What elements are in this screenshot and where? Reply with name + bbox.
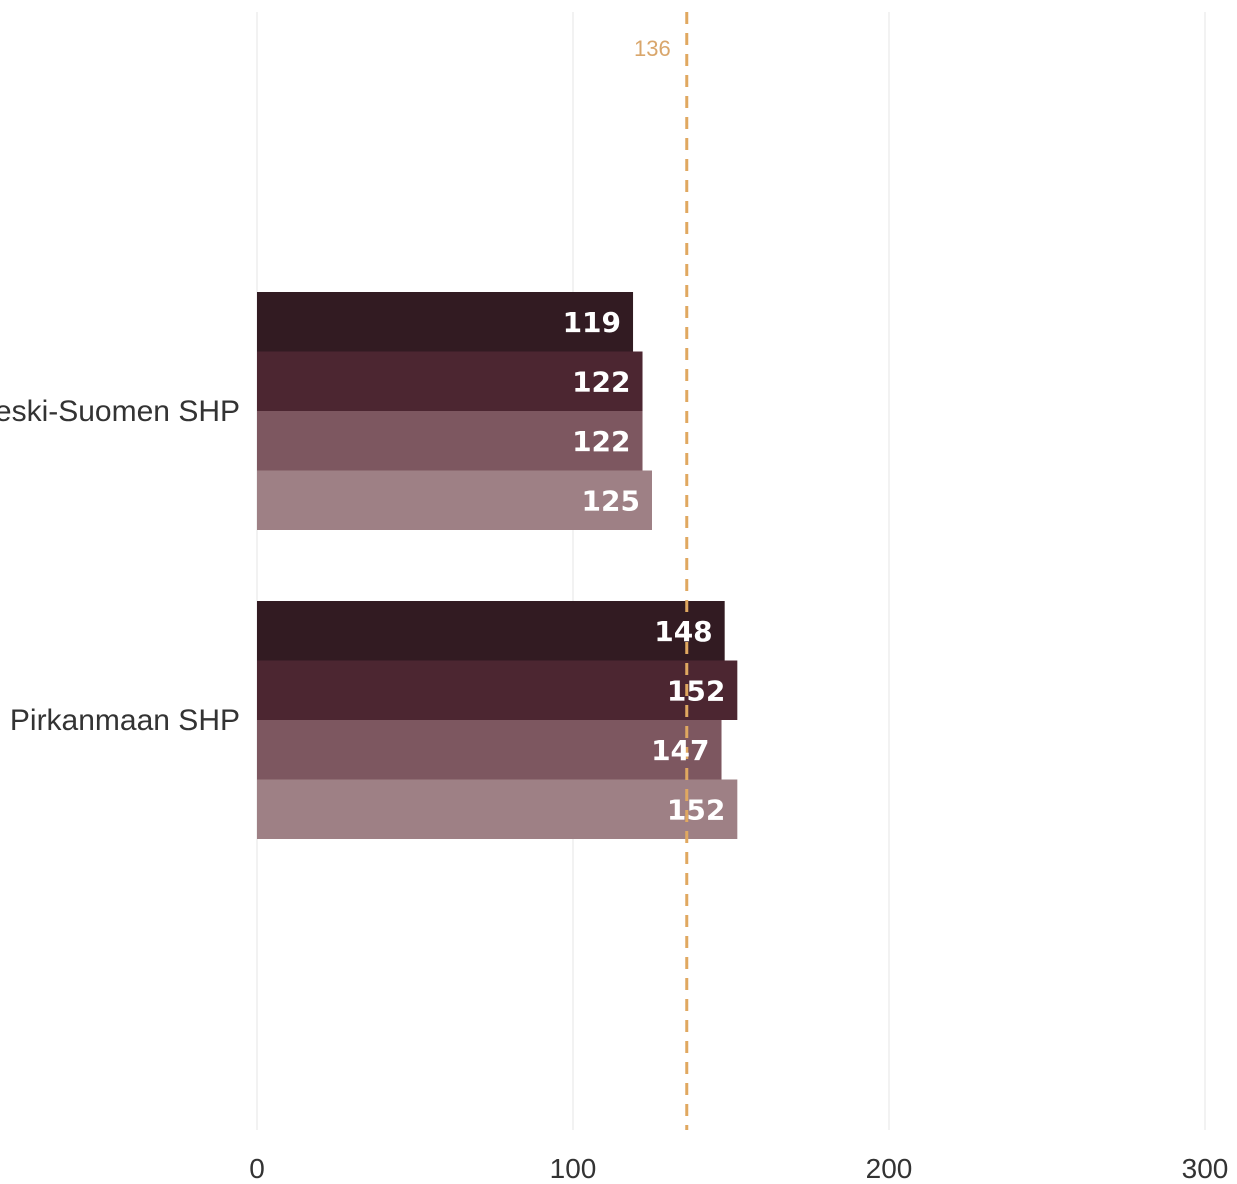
x-tick-label-300: 300 [1182, 1153, 1229, 1184]
category-labels: Keski-Suomen SHP Pirkanmaan SHP [0, 395, 240, 737]
bar-1-3 [257, 779, 738, 839]
data-label-1-1: 152 [667, 674, 725, 707]
x-axis-ticks: 0 100 200 300 [249, 1153, 1228, 1184]
data-label-0-2: 122 [572, 425, 630, 458]
bar-1-2 [257, 720, 722, 780]
gridlines [256, 12, 1206, 1130]
x-tick-label-0: 0 [249, 1153, 265, 1184]
data-label-1-0: 148 [654, 615, 712, 648]
bars [257, 292, 738, 839]
reference-line-group: 136 [634, 12, 689, 1130]
data-label-1-3: 152 [667, 793, 725, 826]
bar-0-1 [257, 351, 643, 411]
x-tick-label-200: 200 [866, 1153, 913, 1184]
bar-1-1 [257, 660, 738, 720]
x-tick-label-100: 100 [550, 1153, 597, 1184]
data-label-0-1: 122 [572, 365, 630, 398]
category-label-0: Keski-Suomen SHP [0, 395, 240, 428]
bar-0-3 [257, 470, 652, 530]
category-label-1: Pirkanmaan SHP [10, 704, 240, 737]
bar-0-2 [257, 411, 643, 471]
data-labels: 119 122 122 125 148 152 147 152 [563, 306, 726, 827]
bar-1-0 [257, 601, 725, 661]
bar-0-0 [257, 292, 634, 352]
data-label-1-2: 147 [651, 734, 709, 767]
reference-line-label: 136 [634, 36, 671, 61]
data-label-0-3: 125 [582, 484, 640, 517]
data-label-0-0: 119 [563, 306, 621, 339]
